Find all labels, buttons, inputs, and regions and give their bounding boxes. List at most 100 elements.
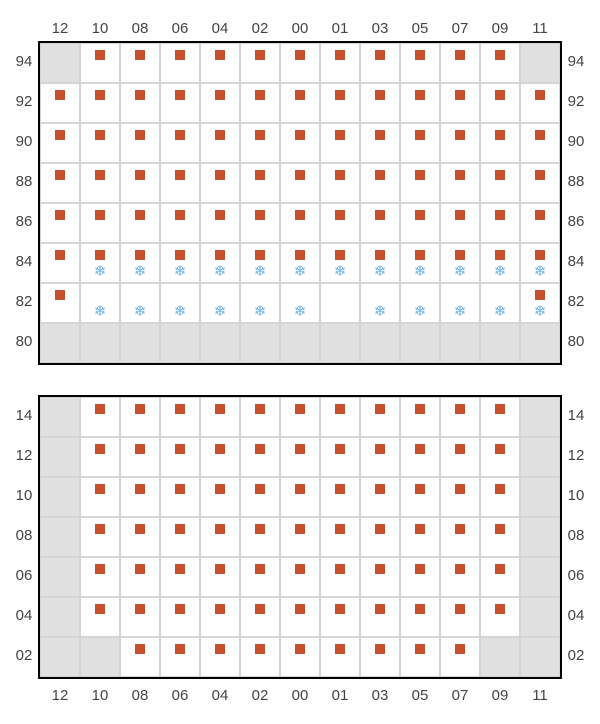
seat-cell[interactable] bbox=[400, 437, 440, 477]
seat-cell[interactable] bbox=[360, 83, 400, 123]
seat-cell[interactable] bbox=[320, 123, 360, 163]
seat-cell[interactable] bbox=[400, 83, 440, 123]
seat-cell[interactable] bbox=[120, 637, 160, 677]
seat-cell[interactable] bbox=[400, 397, 440, 437]
seat-cell[interactable] bbox=[240, 203, 280, 243]
seat-cell[interactable]: ❄ bbox=[440, 283, 480, 323]
seat-cell[interactable] bbox=[240, 163, 280, 203]
seat-cell[interactable] bbox=[480, 437, 520, 477]
seat-cell[interactable]: ❄ bbox=[200, 243, 240, 283]
seat-cell[interactable] bbox=[120, 203, 160, 243]
seat-cell[interactable] bbox=[240, 477, 280, 517]
seat-cell[interactable] bbox=[480, 163, 520, 203]
seat-cell[interactable]: ❄ bbox=[520, 243, 560, 283]
seat-cell[interactable] bbox=[440, 163, 480, 203]
seat-cell[interactable] bbox=[520, 123, 560, 163]
seat-cell[interactable] bbox=[120, 597, 160, 637]
seat-cell[interactable] bbox=[360, 477, 400, 517]
seat-cell[interactable] bbox=[240, 437, 280, 477]
seat-cell[interactable] bbox=[240, 637, 280, 677]
seat-cell[interactable] bbox=[40, 83, 80, 123]
seat-cell[interactable] bbox=[280, 517, 320, 557]
seat-cell[interactable]: ❄ bbox=[400, 243, 440, 283]
seat-cell[interactable] bbox=[80, 437, 120, 477]
seat-cell[interactable]: ❄ bbox=[120, 243, 160, 283]
seat-cell[interactable] bbox=[400, 477, 440, 517]
seat-cell[interactable] bbox=[400, 43, 440, 83]
seat-cell[interactable] bbox=[400, 557, 440, 597]
seat-cell[interactable] bbox=[360, 397, 400, 437]
seat-cell[interactable] bbox=[400, 163, 440, 203]
seat-cell[interactable] bbox=[520, 163, 560, 203]
seat-cell[interactable] bbox=[200, 437, 240, 477]
seat-cell[interactable] bbox=[480, 43, 520, 83]
seat-cell[interactable] bbox=[440, 83, 480, 123]
seat-cell[interactable] bbox=[360, 517, 400, 557]
seat-cell[interactable] bbox=[200, 203, 240, 243]
seat-cell[interactable] bbox=[400, 637, 440, 677]
seat-cell[interactable]: ❄ bbox=[200, 283, 240, 323]
seat-cell[interactable] bbox=[360, 557, 400, 597]
seat-cell[interactable]: ❄ bbox=[360, 283, 400, 323]
seat-cell[interactable] bbox=[440, 637, 480, 677]
seat-cell[interactable] bbox=[120, 517, 160, 557]
seat-cell[interactable] bbox=[40, 243, 80, 283]
seat-cell[interactable] bbox=[160, 203, 200, 243]
seat-cell[interactable]: ❄ bbox=[320, 243, 360, 283]
seat-cell[interactable] bbox=[320, 203, 360, 243]
seat-cell[interactable] bbox=[360, 123, 400, 163]
seat-cell[interactable] bbox=[160, 163, 200, 203]
seat-cell[interactable] bbox=[360, 437, 400, 477]
seat-cell[interactable] bbox=[320, 397, 360, 437]
seat-cell[interactable] bbox=[440, 597, 480, 637]
seat-cell[interactable] bbox=[320, 597, 360, 637]
seat-cell[interactable] bbox=[120, 163, 160, 203]
seat-cell[interactable] bbox=[40, 163, 80, 203]
seat-cell[interactable] bbox=[200, 43, 240, 83]
seat-cell[interactable] bbox=[280, 163, 320, 203]
seat-cell[interactable] bbox=[400, 203, 440, 243]
seat-cell[interactable] bbox=[200, 163, 240, 203]
seat-cell[interactable] bbox=[320, 437, 360, 477]
seat-cell[interactable] bbox=[440, 557, 480, 597]
seat-cell[interactable] bbox=[200, 123, 240, 163]
seat-cell[interactable]: ❄ bbox=[80, 243, 120, 283]
seat-cell[interactable] bbox=[40, 203, 80, 243]
seat-cell[interactable]: ❄ bbox=[480, 283, 520, 323]
seat-cell[interactable] bbox=[440, 43, 480, 83]
seat-cell[interactable] bbox=[200, 477, 240, 517]
seat-cell[interactable] bbox=[160, 637, 200, 677]
seat-cell[interactable]: ❄ bbox=[440, 243, 480, 283]
seat-cell[interactable] bbox=[320, 637, 360, 677]
seat-cell[interactable] bbox=[120, 397, 160, 437]
seat-cell[interactable] bbox=[160, 123, 200, 163]
seat-cell[interactable] bbox=[240, 123, 280, 163]
seat-cell[interactable] bbox=[80, 83, 120, 123]
seat-cell[interactable] bbox=[320, 557, 360, 597]
seat-cell[interactable] bbox=[80, 43, 120, 83]
seat-cell[interactable] bbox=[80, 163, 120, 203]
seat-cell[interactable] bbox=[120, 83, 160, 123]
seat-cell[interactable] bbox=[480, 123, 520, 163]
seat-cell[interactable] bbox=[440, 477, 480, 517]
seat-cell[interactable] bbox=[520, 203, 560, 243]
seat-cell[interactable] bbox=[80, 477, 120, 517]
seat-cell[interactable] bbox=[320, 83, 360, 123]
seat-cell[interactable] bbox=[360, 637, 400, 677]
seat-cell[interactable] bbox=[200, 83, 240, 123]
seat-cell[interactable] bbox=[80, 557, 120, 597]
seat-cell[interactable] bbox=[80, 597, 120, 637]
seat-cell[interactable] bbox=[240, 557, 280, 597]
seat-cell[interactable] bbox=[200, 637, 240, 677]
seat-cell[interactable]: ❄ bbox=[120, 283, 160, 323]
seat-cell[interactable] bbox=[160, 477, 200, 517]
seat-cell[interactable]: ❄ bbox=[240, 283, 280, 323]
seat-cell[interactable] bbox=[440, 397, 480, 437]
seat-cell[interactable] bbox=[480, 203, 520, 243]
seat-cell[interactable] bbox=[320, 517, 360, 557]
seat-cell[interactable]: ❄ bbox=[520, 283, 560, 323]
seat-cell[interactable] bbox=[280, 123, 320, 163]
seat-cell[interactable] bbox=[400, 517, 440, 557]
seat-cell[interactable] bbox=[160, 437, 200, 477]
seat-cell[interactable] bbox=[360, 163, 400, 203]
